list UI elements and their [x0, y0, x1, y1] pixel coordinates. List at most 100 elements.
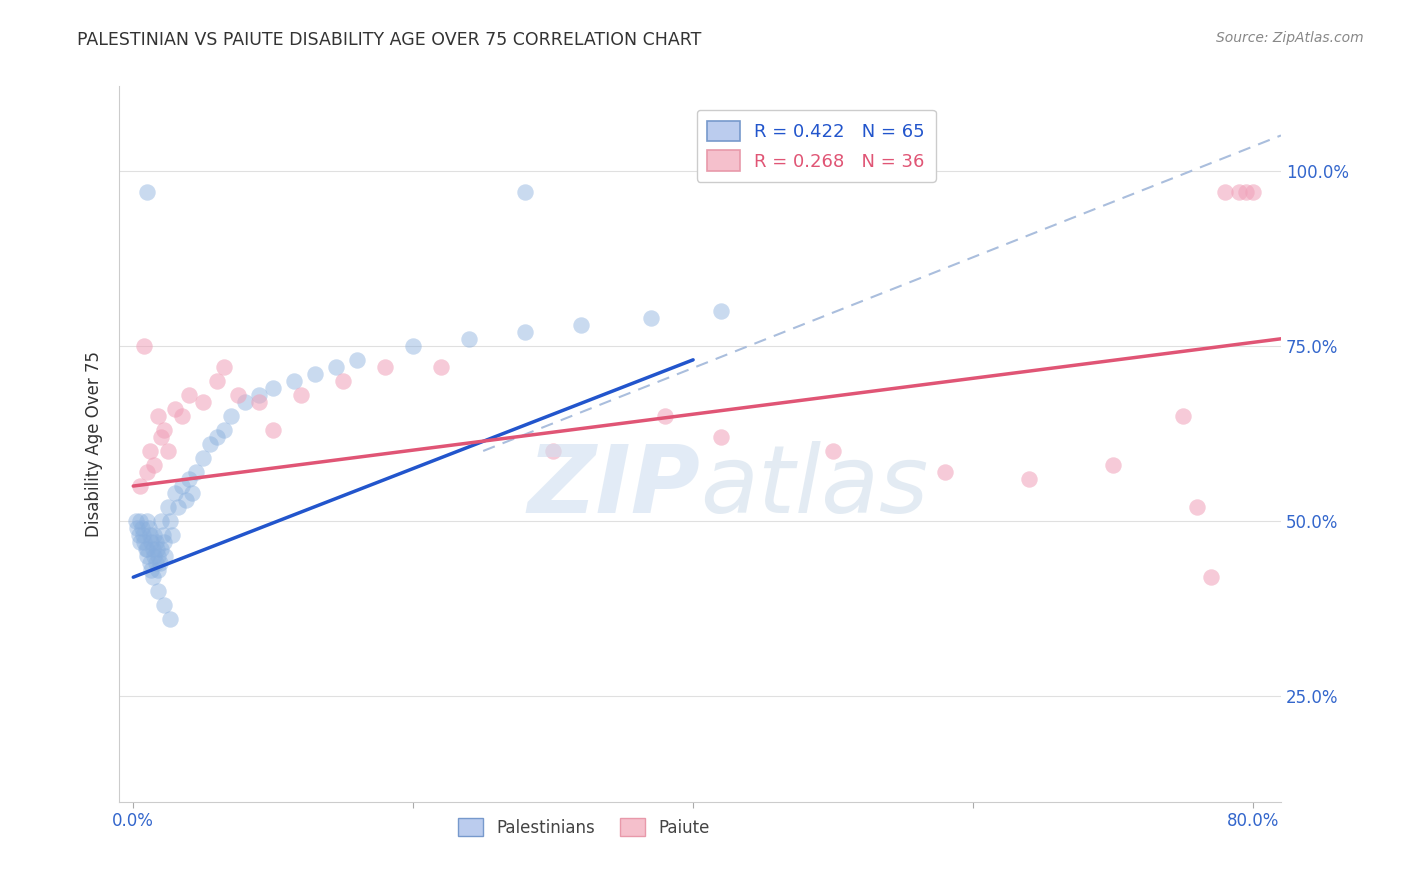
- Paiute: [1018, 472, 1040, 486]
- Palestinians: [219, 409, 242, 423]
- Palestinians: [148, 549, 170, 563]
- Palestinians: [155, 549, 177, 563]
- Palestinians: [233, 395, 256, 409]
- Palestinians: [458, 332, 481, 346]
- Paiute: [290, 388, 312, 402]
- Palestinians: [152, 528, 174, 542]
- Paiute: [129, 479, 152, 493]
- Paiute: [193, 395, 215, 409]
- Palestinians: [139, 528, 162, 542]
- Paiute: [710, 430, 733, 444]
- Paiute: [153, 423, 176, 437]
- Palestinians: [136, 549, 159, 563]
- Palestinians: [136, 185, 159, 199]
- Palestinians: [139, 556, 162, 570]
- Text: Source: ZipAtlas.com: Source: ZipAtlas.com: [1216, 31, 1364, 45]
- Paiute: [541, 444, 564, 458]
- Palestinians: [143, 528, 166, 542]
- Palestinians: [207, 430, 229, 444]
- Palestinians: [136, 514, 159, 528]
- Paiute: [1171, 409, 1194, 423]
- Palestinians: [181, 486, 204, 500]
- Palestinians: [148, 563, 170, 577]
- Text: PALESTINIAN VS PAIUTE DISABILITY AGE OVER 75 CORRELATION CHART: PALESTINIAN VS PAIUTE DISABILITY AGE OVE…: [77, 31, 702, 49]
- Palestinians: [640, 310, 662, 325]
- Palestinians: [186, 465, 208, 479]
- Palestinians: [710, 303, 733, 318]
- Paiute: [1199, 570, 1222, 584]
- Palestinians: [515, 185, 537, 199]
- Paiute: [139, 444, 162, 458]
- Paiute: [148, 409, 170, 423]
- Palestinians: [325, 359, 347, 374]
- Palestinians: [157, 500, 180, 514]
- Palestinians: [165, 486, 187, 500]
- Paiute: [823, 444, 845, 458]
- Palestinians: [162, 528, 184, 542]
- Palestinians: [150, 542, 173, 557]
- Palestinians: [153, 535, 176, 549]
- Palestinians: [150, 514, 173, 528]
- Palestinians: [176, 493, 198, 508]
- Palestinians: [146, 542, 169, 557]
- Palestinians: [145, 535, 167, 549]
- Palestinians: [142, 570, 165, 584]
- Paiute: [374, 359, 396, 374]
- Palestinians: [134, 535, 156, 549]
- Paiute: [207, 374, 229, 388]
- Paiute: [150, 430, 173, 444]
- Palestinians: [569, 318, 592, 332]
- Palestinians: [129, 514, 152, 528]
- Palestinians: [179, 472, 201, 486]
- Palestinians: [135, 542, 157, 557]
- Paiute: [143, 458, 166, 472]
- Palestinians: [148, 584, 170, 599]
- Paiute: [226, 388, 249, 402]
- Palestinians: [159, 514, 181, 528]
- Palestinians: [145, 556, 167, 570]
- Paiute: [212, 359, 235, 374]
- Palestinians: [141, 535, 163, 549]
- Paiute: [1213, 185, 1236, 199]
- Paiute: [247, 395, 270, 409]
- Palestinians: [193, 450, 215, 465]
- Paiute: [1241, 185, 1264, 199]
- Palestinians: [153, 599, 176, 613]
- Paiute: [1234, 185, 1257, 199]
- Palestinians: [136, 542, 159, 557]
- Palestinians: [127, 521, 149, 535]
- Paiute: [430, 359, 453, 374]
- Paiute: [179, 388, 201, 402]
- Paiute: [934, 465, 956, 479]
- Paiute: [157, 444, 180, 458]
- Paiute: [1185, 500, 1208, 514]
- Palestinians: [125, 514, 148, 528]
- Palestinians: [138, 521, 160, 535]
- Paiute: [262, 423, 284, 437]
- Palestinians: [129, 535, 152, 549]
- Palestinians: [149, 556, 172, 570]
- Palestinians: [131, 521, 153, 535]
- Palestinians: [247, 388, 270, 402]
- Paiute: [172, 409, 194, 423]
- Text: ZIP: ZIP: [527, 441, 700, 533]
- Y-axis label: Disability Age Over 75: Disability Age Over 75: [86, 351, 103, 537]
- Palestinians: [128, 528, 150, 542]
- Palestinians: [515, 325, 537, 339]
- Palestinians: [167, 500, 190, 514]
- Paiute: [1102, 458, 1125, 472]
- Text: atlas: atlas: [700, 442, 928, 533]
- Paiute: [134, 339, 156, 353]
- Palestinians: [262, 381, 284, 395]
- Palestinians: [172, 479, 194, 493]
- Paiute: [654, 409, 676, 423]
- Palestinians: [283, 374, 305, 388]
- Palestinians: [304, 367, 326, 381]
- Palestinians: [132, 528, 155, 542]
- Palestinians: [200, 437, 222, 451]
- Paiute: [1227, 185, 1250, 199]
- Paiute: [136, 465, 159, 479]
- Palestinians: [159, 612, 181, 626]
- Paiute: [332, 374, 354, 388]
- Palestinians: [142, 542, 165, 557]
